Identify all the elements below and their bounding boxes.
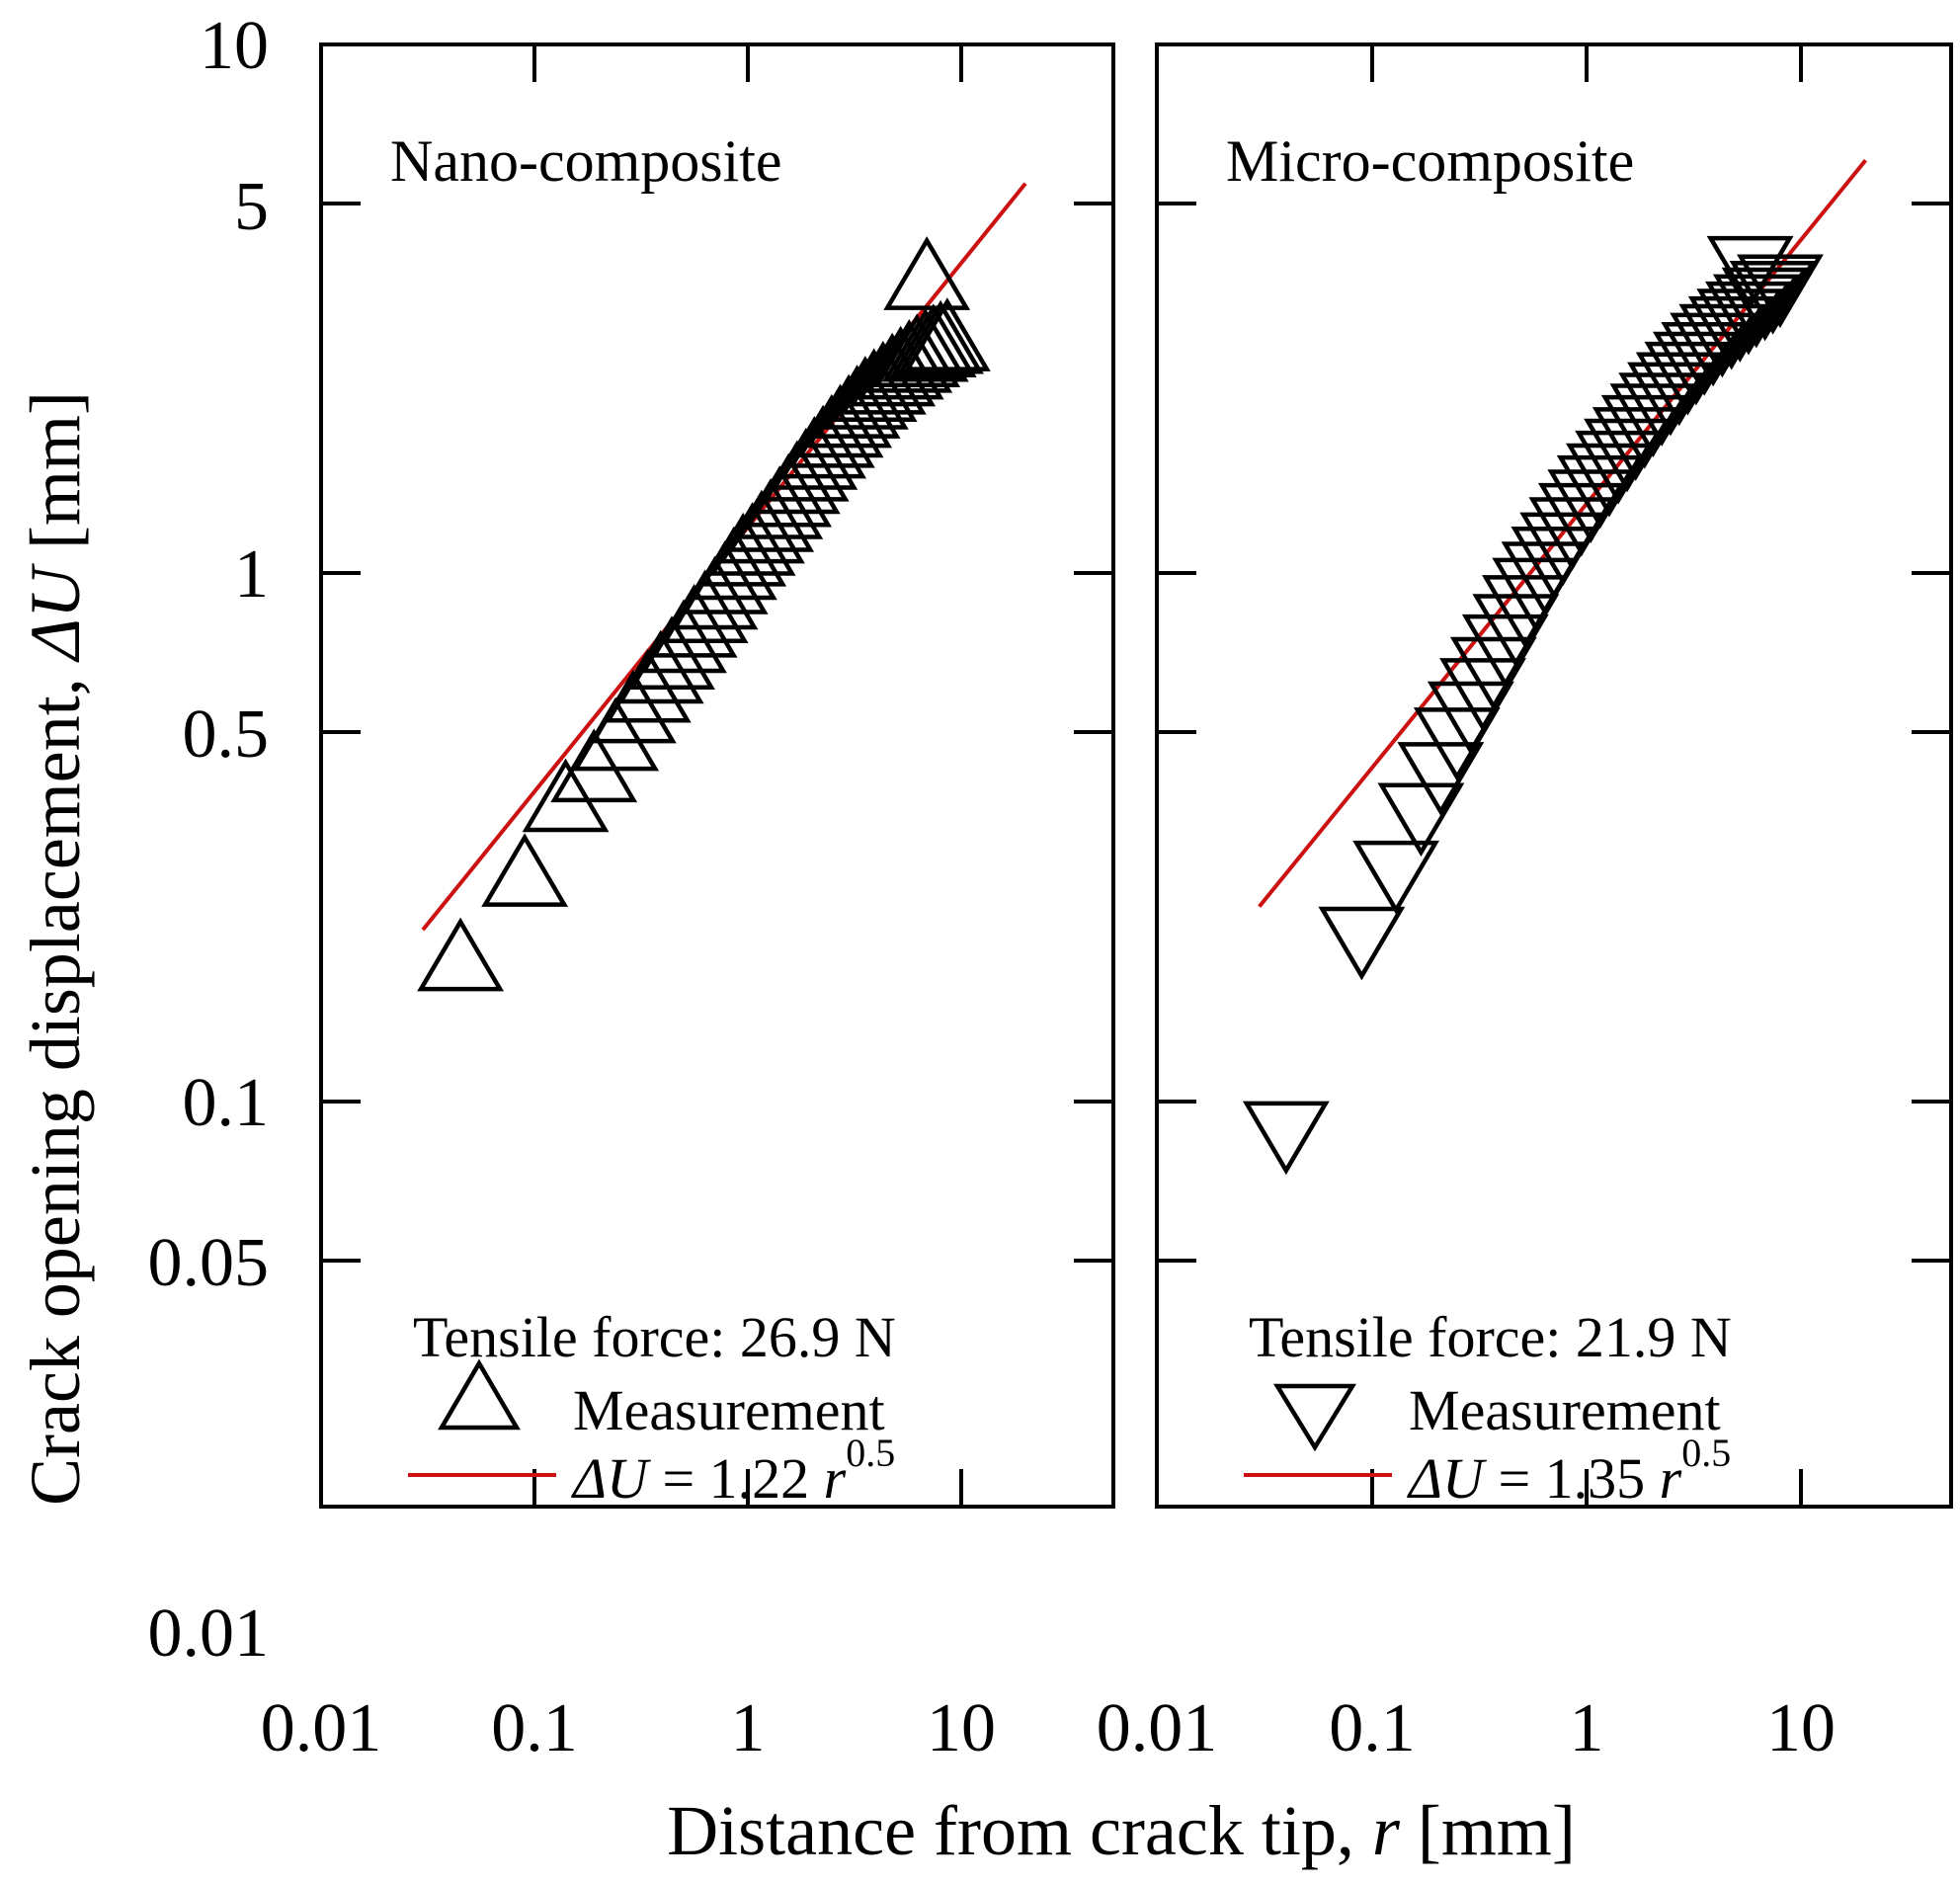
measurement-point xyxy=(417,917,505,992)
legend-marker xyxy=(438,1358,521,1431)
panel-title: Nano-composite xyxy=(390,128,782,194)
measurement-point xyxy=(481,833,569,907)
measurement-point xyxy=(865,318,953,393)
x-tick-label: 0.1 xyxy=(1329,1690,1416,1766)
plot-area xyxy=(1242,158,1867,1176)
x-tick-label: 1 xyxy=(731,1690,766,1766)
measurement-point xyxy=(1712,274,1800,349)
legend-marker-label: Measurement xyxy=(1409,1378,1721,1442)
measurement-point xyxy=(1661,322,1749,396)
legend-marker-label: Measurement xyxy=(573,1378,885,1442)
y-tick-label: 0.5 xyxy=(183,696,270,773)
measurement-point xyxy=(1242,1101,1330,1176)
measurement-point xyxy=(616,629,704,704)
legend-heading: Tensile force: 26.9 N xyxy=(413,1305,896,1369)
y-tick-label: 5 xyxy=(234,169,269,245)
legend-heading: Tensile force: 21.9 N xyxy=(1249,1305,1732,1369)
measurement-point xyxy=(1627,362,1714,437)
panel-title: Micro-composite xyxy=(1226,128,1634,194)
measurement-point xyxy=(787,393,875,468)
measurement-point xyxy=(1377,782,1465,858)
measurement-point xyxy=(1706,235,1794,310)
measurement-point xyxy=(1705,281,1792,356)
plot-frame xyxy=(1155,42,1953,1509)
x-tick-label: 10 xyxy=(1766,1690,1836,1766)
x-tick-label: 0.01 xyxy=(1097,1690,1218,1766)
legend-fit-label: ΔU = 1.35 r0.5 xyxy=(1407,1431,1731,1511)
measurement-point xyxy=(550,728,638,803)
x-tick-label: 10 xyxy=(927,1690,996,1766)
x-tick-label: 0.01 xyxy=(261,1690,382,1766)
measurement-point xyxy=(873,313,961,388)
plot-frame xyxy=(319,42,1115,1509)
x-axis-title: Distance from crack tip, r [mm] xyxy=(667,1791,1576,1870)
measurement-point xyxy=(897,299,985,374)
measurement-point xyxy=(881,307,969,382)
y-tick-label: 0.01 xyxy=(148,1596,270,1672)
panel-nano: 0.01 0.1 1 10 0.01 0.05 0.1 0.5 1 5 10 Nano-composi… xyxy=(148,8,1115,1766)
panel-micro: 0.01 0.1 1 10 Micro-composite Tensile force: … xyxy=(1097,42,1953,1766)
measurement-point xyxy=(889,303,977,378)
fit-line xyxy=(1258,158,1867,908)
y-tick-label: 0.1 xyxy=(183,1065,270,1141)
plot-area xyxy=(417,182,1027,992)
y-axis-title: Crack opening displacement, ΔU [mm] xyxy=(16,391,95,1506)
measurement-point xyxy=(857,325,944,400)
measurement-point xyxy=(883,236,971,310)
measurement-point xyxy=(522,758,610,833)
y-tick-label: 10 xyxy=(200,8,269,84)
legend-marker xyxy=(1272,1383,1357,1452)
measurement-point xyxy=(1397,742,1485,816)
measurement-point xyxy=(903,297,991,371)
measurement-point xyxy=(1721,267,1809,342)
legend-fit-label: ΔU = 1.22 r0.5 xyxy=(571,1431,895,1511)
x-tick-label: 1 xyxy=(1570,1690,1604,1766)
measurement-point xyxy=(1352,840,1440,915)
y-tick-label: 1 xyxy=(234,536,269,613)
measurement-point xyxy=(1318,906,1406,981)
y-tick-label: 0.05 xyxy=(148,1225,270,1301)
measurement-point xyxy=(821,356,909,430)
measurement-point xyxy=(1439,658,1526,732)
x-tick-label: 0.1 xyxy=(491,1690,578,1766)
